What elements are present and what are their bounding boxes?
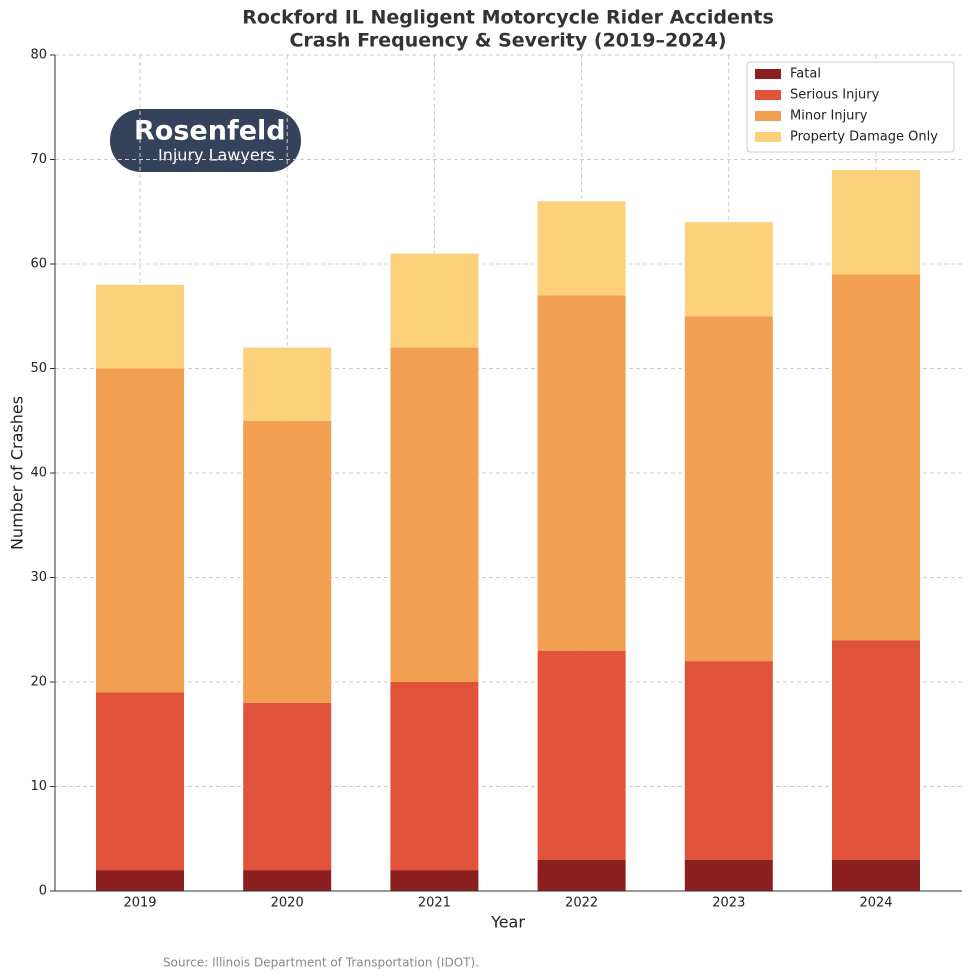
x-tick-label: 2022: [565, 896, 598, 911]
bar-segment: [832, 640, 920, 860]
logo-tagline: Injury Lawyers: [158, 146, 275, 165]
legend-swatch: [755, 111, 781, 121]
legend-label: Minor Injury: [790, 109, 868, 124]
bar-segment: [684, 661, 773, 860]
bar-segment: [684, 316, 773, 662]
legend-swatch: [755, 69, 781, 79]
x-axis-label: Year: [490, 913, 525, 932]
y-tick-label: 30: [30, 570, 47, 585]
x-tick-label: 2020: [271, 896, 304, 911]
bar-segment: [96, 692, 184, 871]
bar-segment: [390, 253, 479, 348]
y-tick-label: 0: [39, 884, 47, 899]
x-tick-label: 2024: [859, 896, 892, 911]
legend-label: Fatal: [790, 67, 821, 82]
source-note: Source: Illinois Department of Transport…: [163, 956, 479, 970]
bar-segment: [537, 295, 626, 651]
y-axis-label: Number of Crashes: [8, 396, 27, 550]
legend-swatch: [755, 90, 781, 100]
y-tick-label: 40: [30, 466, 47, 481]
bar-segment: [832, 169, 920, 275]
bar-segment: [832, 859, 920, 891]
bar-segment: [684, 222, 773, 317]
x-tick-label: 2023: [712, 896, 745, 911]
bar-segment: [390, 870, 479, 891]
y-tick-label: 60: [30, 257, 47, 272]
x-tick-label: 2019: [123, 896, 156, 911]
bar-segment: [390, 682, 479, 871]
bar-segment: [537, 859, 626, 891]
y-tick-label: 20: [30, 675, 47, 690]
bar-segment: [537, 201, 626, 296]
bar-segment: [537, 650, 626, 860]
bar-segment: [684, 859, 773, 891]
bar-segment: [96, 870, 184, 891]
bar-segment: [243, 347, 332, 421]
chart-title: Rockford IL Negligent Motorcycle Rider A…: [242, 7, 774, 29]
legend-swatch: [755, 132, 781, 142]
bar-segment: [96, 368, 184, 693]
logo-badge: [110, 109, 301, 172]
y-tick-label: 70: [30, 152, 47, 167]
bar-segment: [243, 702, 332, 871]
logo-name: Rosenfeld: [134, 116, 286, 147]
bar-segment: [243, 870, 332, 891]
y-tick-label: 50: [30, 361, 47, 376]
x-tick-label: 2021: [418, 896, 451, 911]
chart-subtitle: Crash Frequency & Severity (2019–2024): [289, 30, 726, 52]
y-tick-label: 10: [30, 779, 47, 794]
legend-box: [746, 61, 955, 153]
y-tick-label: 80: [30, 48, 47, 63]
bar-segment: [832, 274, 920, 641]
legend-label: Property Damage Only: [790, 130, 938, 145]
bar-segment: [243, 420, 332, 703]
bar-segment: [96, 284, 184, 369]
bar-segment: [390, 347, 479, 682]
legend-label: Serious Injury: [790, 88, 880, 103]
